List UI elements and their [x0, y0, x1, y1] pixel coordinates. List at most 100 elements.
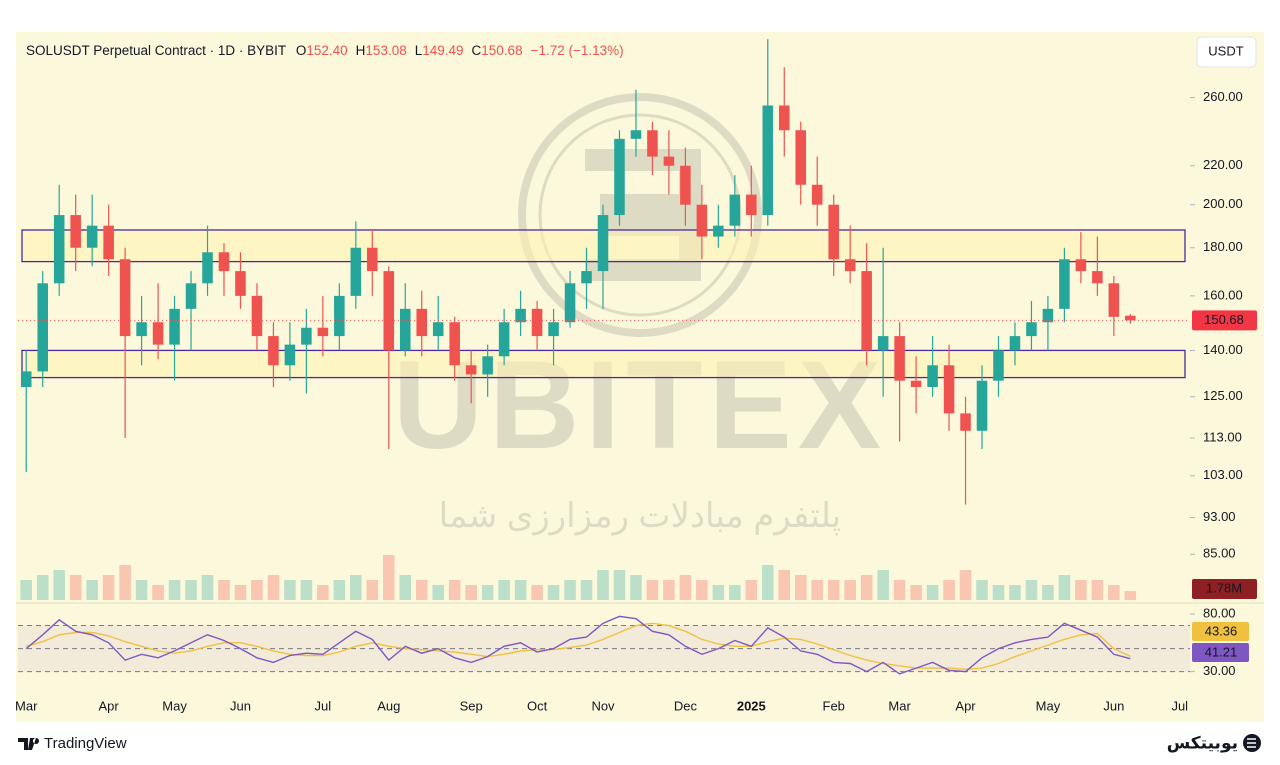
candle-body — [795, 130, 807, 185]
candle-body — [169, 308, 180, 345]
candle-body — [383, 271, 395, 351]
x-tick-label: May — [162, 698, 187, 713]
candle-body — [367, 247, 378, 272]
volume-bar — [959, 570, 972, 600]
volume-bar — [152, 585, 164, 600]
candle-body — [548, 322, 559, 337]
volume-bar — [531, 585, 543, 600]
x-tick-label: Mar — [888, 698, 911, 713]
chart-header: SOLUSDT Perpetual Contract · 1D · BYBIT O… — [26, 43, 624, 58]
candle-body — [185, 283, 197, 309]
volume-bar — [415, 580, 428, 600]
watermark-tagline: پلتفرم مبادلات رمزارزی شما — [439, 497, 842, 536]
candle-body — [235, 271, 246, 296]
price-badge — [1192, 310, 1257, 331]
candle-body — [334, 295, 345, 337]
zone — [21, 349, 1186, 379]
candle-body — [877, 336, 889, 351]
chart-title: SOLUSDT Perpetual Contract · 1D · BYBIT — [26, 43, 286, 58]
volume-bar — [646, 580, 659, 600]
volume-bar — [514, 580, 527, 600]
candle-body — [482, 356, 493, 375]
x-tick-label: May — [1036, 698, 1061, 713]
rsi-badge-label: 41.21 — [1205, 644, 1238, 659]
candle-body — [927, 365, 938, 388]
legend-key: C — [472, 43, 482, 58]
legend-value: 149.49 — [422, 43, 463, 58]
volume-bar — [1091, 580, 1104, 600]
candle-body — [1059, 259, 1070, 309]
candle-body — [1042, 308, 1054, 323]
candle-body — [1108, 283, 1120, 317]
footer-left: TradingView — [44, 735, 127, 752]
candle-body — [1026, 322, 1037, 337]
candle-body — [432, 322, 444, 337]
y-tick-label: 93.00 — [1203, 509, 1236, 524]
volume-bar — [300, 580, 313, 600]
volume-bar — [234, 585, 247, 600]
volume-bar — [1058, 575, 1071, 600]
candle-body — [251, 295, 263, 337]
candle-body — [399, 308, 411, 351]
candle-body — [317, 327, 329, 337]
x-tick-label: Jun — [230, 698, 251, 713]
volume-bar — [284, 580, 296, 600]
rsi-line — [25, 615, 1131, 675]
footer-right: یوبیتکس — [1167, 733, 1238, 753]
candle-body — [943, 365, 955, 414]
x-tick-label: Mar — [15, 698, 38, 713]
volume-bar — [119, 565, 131, 600]
candle-body — [136, 322, 147, 337]
candle-body — [844, 259, 856, 272]
volume-bar — [910, 585, 922, 600]
volume-bar — [498, 580, 510, 600]
volume-bar — [547, 585, 560, 600]
candle-body — [53, 215, 65, 284]
volume-bar — [877, 570, 889, 600]
legend-value: 150.68 — [481, 43, 522, 58]
candle-body — [762, 105, 774, 216]
candle-body — [581, 271, 592, 284]
plot-area: 85.00 93.00 103.00 113.00 125.00 140.00 160.00… — [15, 39, 1264, 713]
y-tick-label: 160.00 — [1203, 287, 1243, 302]
ubitex-logo: یوبیتکس — [1167, 733, 1261, 753]
candle-body — [811, 184, 823, 205]
volume-bar — [86, 580, 98, 600]
x-tick-label: Feb — [823, 698, 845, 713]
x-tick-label: Aug — [377, 698, 400, 713]
volume-bar — [580, 580, 593, 600]
volume-bar — [185, 580, 197, 600]
candle-body — [647, 130, 658, 157]
currency-label[interactable]: USDT — [1208, 43, 1243, 58]
rsi-ma-badge-label: 43.36 — [1205, 623, 1238, 638]
volume-bar — [448, 580, 461, 600]
tradingview-logo: TradingView — [18, 735, 127, 752]
y-tick-label: 200.00 — [1203, 196, 1243, 211]
rsi-tick-label: 80.00 — [1203, 605, 1236, 620]
y-tick-label: 140.00 — [1203, 342, 1243, 357]
x-tick-label: 2025 — [737, 698, 766, 713]
candle-body — [20, 371, 32, 388]
y-tick-label: 113.00 — [1203, 429, 1242, 444]
y-tick-label: 260.00 — [1203, 89, 1243, 104]
candle-body — [597, 215, 609, 272]
candle-body — [268, 336, 279, 366]
candle-body — [37, 283, 48, 372]
y-tick-label: 85.00 — [1203, 546, 1236, 561]
candle-body — [531, 308, 543, 337]
volume-bar — [663, 580, 675, 600]
rsi-tick-label: 30.00 — [1203, 663, 1236, 678]
candle-body — [465, 365, 477, 375]
candle-body — [70, 215, 81, 248]
y-tick-label: 180.00 — [1203, 239, 1243, 254]
volume-bar — [168, 580, 181, 600]
x-tick-label: Sep — [460, 698, 483, 713]
currency-button[interactable] — [1196, 36, 1257, 68]
volume-bar — [135, 580, 148, 600]
volume-bar — [1042, 585, 1054, 600]
volume-bar — [1108, 585, 1120, 600]
volume-bar — [712, 585, 725, 600]
candle-body — [663, 156, 675, 166]
candle-body — [350, 247, 362, 296]
